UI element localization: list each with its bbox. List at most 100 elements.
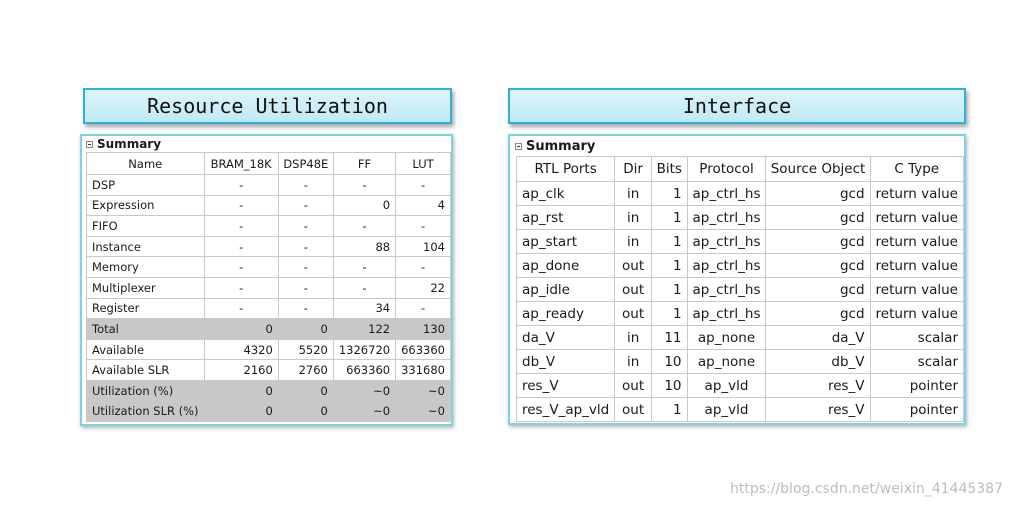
- interface-source-cell: res_V: [765, 397, 871, 422]
- collapse-icon[interactable]: [515, 142, 522, 150]
- resource-value-cell: -: [277, 297, 334, 320]
- table-row: res_V out 10 ap_vld res_V pointer: [515, 373, 965, 398]
- interface-dir-cell: in: [614, 181, 652, 206]
- column-header: Source Object: [765, 156, 871, 182]
- interface-ctype-cell: pointer: [869, 397, 965, 422]
- resource-value-cell: 5520: [277, 338, 334, 361]
- table-row: Multiplexer - - -22: [86, 276, 451, 299]
- interface-summary-header[interactable]: Summary: [510, 136, 964, 156]
- column-header: RTL Ports: [515, 156, 616, 182]
- table-row: ap_start in 1 ap_ctrl_hs gcd return value: [515, 229, 965, 254]
- resource-value-cell: 104: [395, 235, 451, 258]
- resource-value-cell: 663360: [395, 338, 451, 361]
- resource-value-cell: 0: [332, 194, 397, 217]
- resource-utilization-title: Resource Utilization: [147, 94, 388, 118]
- table-row: Available 4320 5520 1326720 663360: [86, 338, 451, 361]
- resource-value-cell: 22: [395, 276, 451, 299]
- column-header: BRAM_18K: [203, 152, 279, 175]
- table-row: db_V in 10 ap_none db_V scalar: [515, 349, 965, 374]
- resource-name-cell: Utilization SLR (%): [86, 400, 205, 423]
- resource-value-cell: -: [395, 215, 451, 237]
- resource-name-cell: Available SLR: [86, 359, 205, 381]
- resource-summary-label: Summary: [97, 137, 162, 151]
- resource-value-cell: -: [203, 235, 279, 258]
- resource-value-cell: ~0: [332, 400, 397, 423]
- resource-summary-panel: Summary Name BRAM_18K DSP48E FF LUT DSP - - - - E…: [80, 134, 453, 426]
- resource-value-cell: 4: [395, 194, 451, 217]
- interface-bits-cell: 10: [650, 349, 688, 374]
- table-row: Utilization (%) 0 0 ~0 ~0: [86, 379, 451, 402]
- interface-dir-cell: out: [614, 277, 652, 302]
- resource-value-cell: 130: [395, 318, 451, 340]
- interface-protocol-cell: ap_ctrl_hs: [686, 301, 767, 326]
- interface-port-cell: ap_rst: [515, 205, 616, 230]
- resource-summary-header[interactable]: Summary: [82, 136, 451, 152]
- resource-value-cell: -: [395, 256, 451, 278]
- table-row: Available SLR 2160 2760 663360 331680: [86, 359, 451, 381]
- interface-bits-cell: 1: [650, 205, 688, 230]
- interface-bits-cell: 1: [650, 253, 688, 278]
- interface-dir-cell: in: [614, 229, 652, 254]
- resource-value-cell: ~0: [395, 400, 451, 423]
- interface-dir-cell: in: [614, 349, 652, 374]
- resource-name-cell: Total: [86, 318, 205, 340]
- column-header: Dir: [614, 156, 652, 182]
- resource-value-cell: 2160: [203, 359, 279, 381]
- column-header: Name: [86, 152, 205, 175]
- resource-value-cell: -: [332, 276, 397, 299]
- interface-source-cell: db_V: [765, 349, 871, 374]
- interface-protocol-cell: ap_ctrl_hs: [686, 205, 767, 230]
- resource-value-cell: 122: [332, 318, 397, 340]
- interface-ctype-cell: return value: [869, 205, 965, 230]
- resource-value-cell: 2760: [277, 359, 334, 381]
- table-row: Utilization SLR (%) 0 0 ~0 ~0: [86, 400, 451, 423]
- interface-port-cell: ap_idle: [515, 277, 616, 302]
- interface-port-cell: da_V: [515, 325, 616, 350]
- resource-value-cell: -: [332, 215, 397, 237]
- resource-name-cell: Available: [86, 338, 205, 361]
- table-row: Total 0 0 122 130: [86, 318, 451, 340]
- column-header: DSP48E: [277, 152, 334, 175]
- resource-value-cell: -: [203, 256, 279, 278]
- resource-value-cell: -: [203, 215, 279, 237]
- interface-protocol-cell: ap_none: [686, 325, 767, 350]
- resource-table-header: Name BRAM_18K DSP48E FF LUT: [86, 152, 451, 175]
- interface-bits-cell: 1: [650, 397, 688, 422]
- interface-dir-cell: in: [614, 205, 652, 230]
- resource-name-cell: Memory: [86, 256, 205, 278]
- interface-port-cell: ap_clk: [515, 181, 616, 206]
- interface-ctype-cell: pointer: [869, 373, 965, 398]
- interface-ctype-cell: return value: [869, 229, 965, 254]
- interface-port-cell: res_V_ap_vld: [515, 397, 616, 422]
- interface-bits-cell: 1: [650, 301, 688, 326]
- interface-dir-cell: out: [614, 253, 652, 278]
- collapse-icon[interactable]: [86, 140, 93, 148]
- interface-source-cell: gcd: [765, 301, 871, 326]
- table-row: ap_clk in 1 ap_ctrl_hs gcd return value: [515, 181, 965, 206]
- interface-protocol-cell: ap_none: [686, 349, 767, 374]
- interface-port-cell: res_V: [515, 373, 616, 398]
- table-row: ap_rst in 1 ap_ctrl_hs gcd return value: [515, 205, 965, 230]
- table-row: Expression - -0 4: [86, 194, 451, 217]
- interface-summary-panel: Summary RTL Ports Dir Bits Protocol Source O…: [508, 134, 966, 425]
- resource-value-cell: -: [332, 256, 397, 278]
- interface-dir-cell: out: [614, 301, 652, 326]
- interface-source-cell: gcd: [765, 205, 871, 230]
- resource-table: Name BRAM_18K DSP48E FF LUT DSP - - - - Expressio…: [86, 152, 451, 423]
- interface-bits-cell: 1: [650, 229, 688, 254]
- resource-value-cell: 1326720: [332, 338, 397, 361]
- resource-name-cell: FIFO: [86, 215, 205, 237]
- interface-source-cell: gcd: [765, 253, 871, 278]
- interface-port-cell: ap_done: [515, 253, 616, 278]
- interface-bits-cell: 11: [650, 325, 688, 350]
- resource-value-cell: -: [277, 276, 334, 299]
- column-header: Bits: [650, 156, 688, 182]
- interface-port-cell: ap_start: [515, 229, 616, 254]
- interface-ctype-cell: return value: [869, 301, 965, 326]
- resource-value-cell: ~0: [332, 379, 397, 402]
- watermark: https://blog.csdn.net/weixin_41445387: [729, 481, 1003, 497]
- resource-value-cell: -: [277, 194, 334, 217]
- resource-value-cell: 0: [277, 400, 334, 423]
- resource-value-cell: -: [332, 174, 397, 196]
- column-header: C Type: [869, 156, 965, 182]
